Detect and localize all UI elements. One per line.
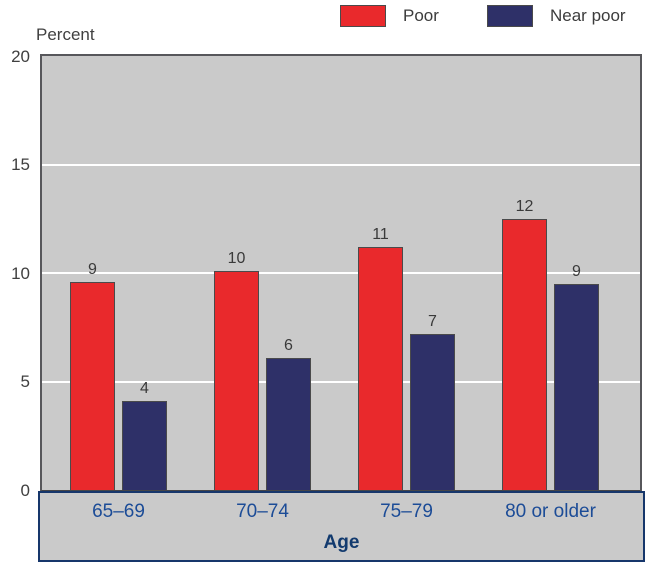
bar-value-label: 6 — [284, 336, 293, 354]
bar-value-label: 9 — [572, 262, 581, 280]
y-tick-label: 20 — [11, 46, 30, 66]
y-tick-label: 0 — [20, 480, 30, 500]
bar-poor — [70, 281, 115, 490]
plot-area: 9 10 11 12 4 6 7 9 — [40, 54, 642, 492]
bar-poor — [358, 246, 403, 490]
y-axis-title: Percent — [36, 25, 95, 44]
gridline — [42, 163, 640, 166]
x-axis-box: Age 65–69 70–74 75–79 80 or older — [38, 491, 645, 562]
x-tick-label: 65–69 — [92, 501, 145, 522]
x-tick-label: 80 or older — [505, 501, 596, 522]
legend-swatch-icon — [487, 5, 533, 27]
bar-near-poor — [554, 283, 599, 490]
y-tick-label: 15 — [11, 155, 30, 174]
bar-value-label: 10 — [227, 249, 246, 267]
x-axis-title: Age — [323, 532, 360, 553]
legend-label: Near poor — [550, 6, 626, 25]
x-tick-label: 70–74 — [236, 501, 289, 522]
y-tick-label: 5 — [20, 372, 30, 391]
bar-near-poor — [266, 357, 311, 490]
legend: Poor Near poor — [0, 5, 650, 29]
x-tick-label: 75–79 — [380, 501, 433, 522]
legend-item-near-poor: Near poor — [487, 5, 626, 27]
bar-value-label: 9 — [88, 260, 97, 278]
bar-value-label: 11 — [372, 225, 389, 243]
bar-value-label: 7 — [428, 312, 437, 330]
legend-swatch-icon — [340, 5, 386, 27]
bar-poor — [214, 270, 259, 490]
legend-item-poor: Poor — [340, 5, 439, 27]
bar-poor — [502, 218, 547, 490]
bar-near-poor — [122, 401, 167, 490]
bar-value-label: 12 — [515, 197, 534, 215]
bar-near-poor — [410, 333, 455, 490]
gridline — [42, 380, 640, 383]
legend-label: Poor — [403, 6, 439, 25]
gridline — [42, 272, 640, 274]
bar-value-label: 4 — [140, 380, 149, 398]
y-tick-label: 10 — [11, 263, 30, 283]
